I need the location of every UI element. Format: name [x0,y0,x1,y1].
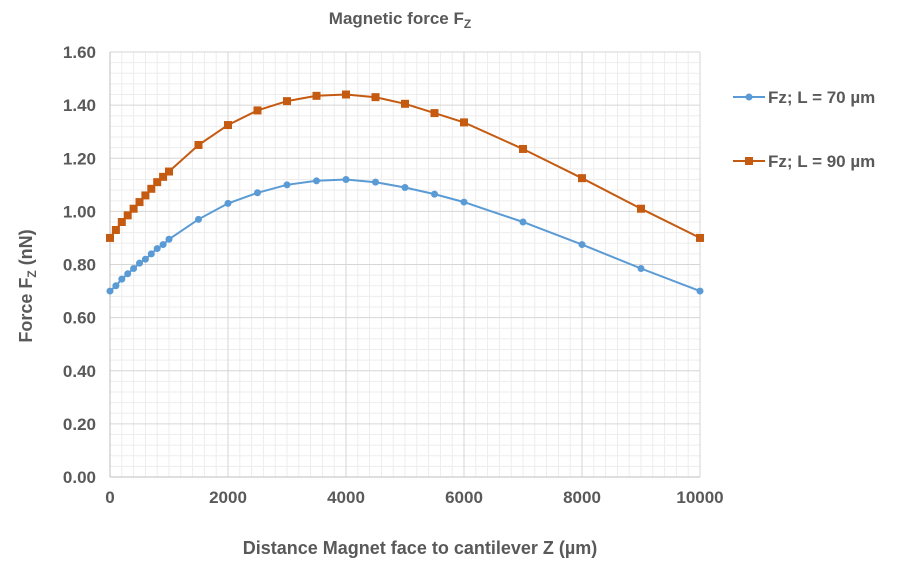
data-point-series-2 [254,106,262,114]
data-point-series-2 [112,226,120,234]
chart-title: Magnetic force FZ [329,9,471,31]
x-tick-label: 6000 [445,488,483,507]
data-point-series-1 [148,250,155,257]
data-point-series-2 [696,234,704,242]
data-point-series-1 [130,265,137,272]
y-tick-label: 1.40 [63,96,96,115]
data-point-series-1 [520,219,527,226]
data-point-series-2 [165,168,173,176]
x-tick-label: 8000 [563,488,601,507]
data-point-series-1 [313,177,320,184]
data-point-series-1 [343,176,350,183]
x-axis-title: Distance Magnet face to cantilever Z (µm… [243,538,597,558]
data-point-series-2 [224,121,232,129]
data-point-series-2 [578,174,586,182]
data-point-series-2 [195,141,203,149]
legend-label-series-1: Fz; L = 70 µm [768,88,875,107]
data-point-series-1 [195,216,202,223]
data-point-series-1 [402,184,409,191]
data-point-series-1 [697,288,704,295]
data-point-series-1 [431,191,438,198]
y-tick-label: 0.80 [63,256,96,275]
data-point-series-2 [431,109,439,117]
data-point-series-1 [579,241,586,248]
data-point-series-1 [254,189,261,196]
y-tick-label: 1.60 [63,43,96,62]
data-point-series-1 [372,179,379,186]
data-point-series-1 [154,245,161,252]
data-point-series-1 [461,199,468,206]
y-tick-label: 0.00 [63,468,96,487]
data-point-series-2 [342,91,350,99]
data-point-series-2 [283,97,291,105]
x-tick-label: 10000 [676,488,723,507]
data-point-series-2 [106,234,114,242]
data-point-series-2 [519,145,527,153]
x-tick-label: 2000 [209,488,247,507]
data-point-series-1 [638,265,645,272]
data-point-series-1 [124,270,131,277]
data-point-series-1 [160,241,167,248]
y-tick-label: 1.20 [63,149,96,168]
data-point-series-2 [313,92,321,100]
y-tick-label: 0.20 [63,415,96,434]
legend-marker-series-1 [746,94,753,101]
legend: Fz; L = 70 µm Fz; L = 90 µm [733,88,875,171]
legend-item-series-2[interactable]: Fz; L = 90 µm [733,152,875,171]
legend-label-series-2: Fz; L = 90 µm [768,152,875,171]
data-point-series-1 [107,288,114,295]
data-point-series-2 [372,93,380,101]
legend-marker-series-2 [745,157,753,165]
data-point-series-2 [460,118,468,126]
x-tick-label: 0 [105,488,114,507]
data-point-series-2 [637,205,645,213]
y-tick-label: 1.00 [63,202,96,221]
legend-item-series-1[interactable]: Fz; L = 70 µm [733,88,875,107]
x-tick-label: 4000 [327,488,365,507]
y-tick-label: 0.40 [63,362,96,381]
grid [110,52,700,477]
data-point-series-1 [225,200,232,207]
data-point-series-1 [112,282,119,289]
data-point-series-2 [401,100,409,108]
data-point-series-1 [142,256,149,263]
data-point-series-1 [118,276,125,283]
data-point-series-1 [284,181,291,188]
data-point-series-1 [166,236,173,243]
data-point-series-1 [136,260,143,267]
y-tick-label: 0.60 [63,309,96,328]
y-axis-title: Force FZ (nN) [16,229,39,342]
